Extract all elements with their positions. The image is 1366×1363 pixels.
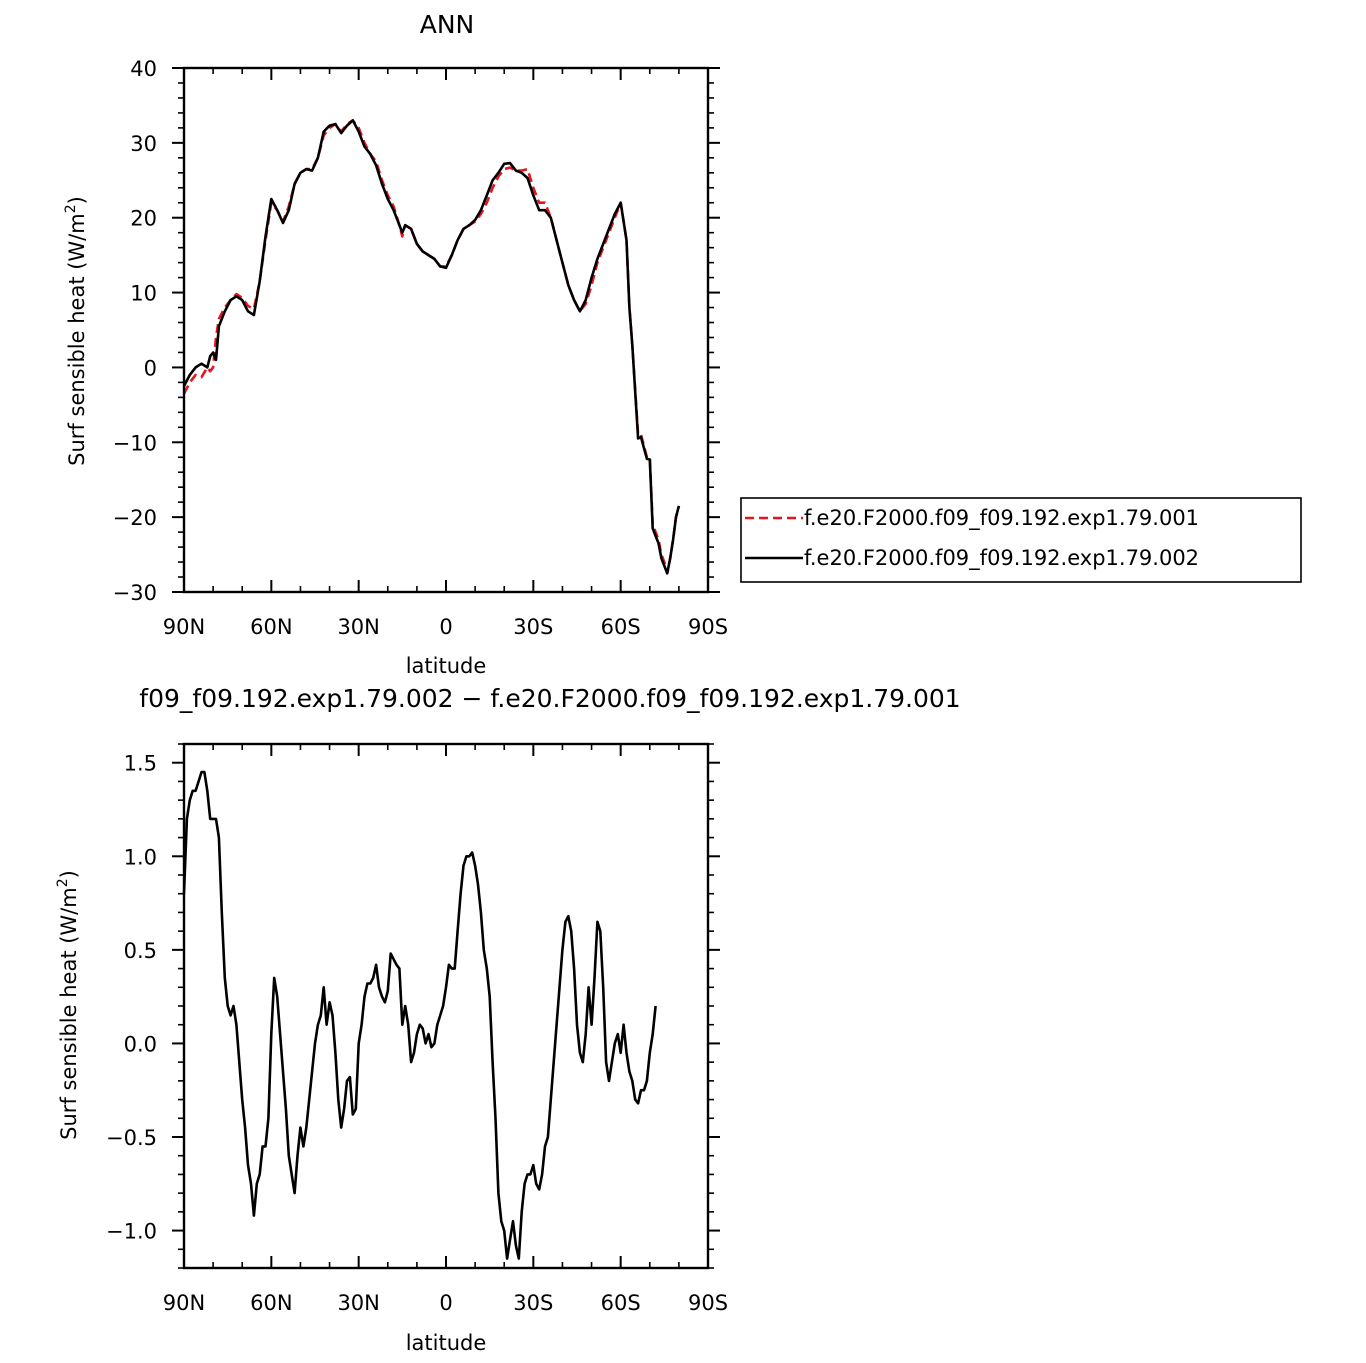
- bottom-y-label-superscript: 2: [55, 878, 71, 887]
- top-panel: ANN latitude Surf sensible heat (W/m2) 9…: [63, 10, 728, 678]
- top-ticks: [172, 67, 720, 593]
- top-x-tick-label: 30S: [513, 615, 553, 639]
- top-y-tick-label: 40: [130, 57, 157, 81]
- top-x-tick-label: 60S: [601, 615, 641, 639]
- bottom-x-tick-label: 60S: [601, 1291, 641, 1315]
- top-y-label-tail: ): [65, 196, 89, 204]
- bottom-y-tick-label: 1.0: [124, 845, 157, 869]
- top-x-tick-label: 30N: [337, 615, 379, 639]
- top-y-tick-label: −10: [113, 431, 157, 455]
- bottom-y-tick-label: 0.5: [124, 939, 157, 963]
- bottom-y-label-main: Surf sensible heat (W/m: [57, 887, 81, 1140]
- bottom-x-tick-label: 90N: [163, 1291, 205, 1315]
- top-chart-title: ANN: [420, 10, 475, 39]
- top-x-tick-label: 0: [439, 615, 452, 639]
- top-y-tick-label: 0: [144, 356, 157, 380]
- legend-label-series-002: f.e20.F2000.f09_f09.192.exp1.79.002: [804, 546, 1199, 571]
- bottom-chart-title: f09_f09.192.exp1.79.002 − f.e20.F2000.f0…: [139, 684, 960, 713]
- top-tick-labels: 90N 60N 30N 0 30S 60S 90S 40 30 20 10 0 −10 −20 −30: [113, 57, 728, 639]
- bottom-ticks: [172, 743, 720, 1269]
- legend-label-series-001: f.e20.F2000.f09_f09.192.exp1.79.001: [804, 506, 1199, 531]
- top-y-label-main: Surf sensible heat (W/m: [65, 213, 89, 466]
- bottom-x-axis-label: latitude: [406, 1331, 487, 1355]
- bottom-x-tick-label: 30S: [513, 1291, 553, 1315]
- top-y-tick-label: 30: [130, 132, 157, 156]
- bottom-y-label-tail: ): [57, 870, 81, 878]
- top-series-lines: [182, 119, 681, 575]
- top-y-tick-label: −20: [113, 506, 157, 530]
- top-series-line-0: [182, 119, 681, 575]
- top-y-tick-label: 10: [130, 282, 157, 306]
- bottom-tick-labels: 90N 60N 30N 0 30S 60S 90S 1.5 1.0 0.5 0.0 −0.5 −1.0: [106, 752, 728, 1315]
- top-y-label-superscript: 2: [63, 204, 79, 213]
- bottom-y-axis-label: Surf sensible heat (W/m2): [55, 870, 81, 1140]
- bottom-x-tick-label: 60N: [250, 1291, 292, 1315]
- top-x-tick-label: 90S: [688, 615, 728, 639]
- bottom-series-lines: [182, 770, 657, 1260]
- top-plot-frame: [182, 66, 710, 594]
- top-series-line-1: [182, 119, 681, 575]
- bottom-x-tick-label: 0: [439, 1291, 452, 1315]
- top-x-axis-label: latitude: [406, 654, 487, 678]
- bottom-y-tick-label: −1.0: [106, 1220, 157, 1244]
- legend-box: [740, 497, 1302, 583]
- top-y-tick-label: −30: [113, 581, 157, 605]
- bottom-y-tick-label: 1.5: [124, 752, 157, 776]
- top-x-tick-label: 90N: [163, 615, 205, 639]
- bottom-x-tick-label: 30N: [337, 1291, 379, 1315]
- top-x-tick-label: 60N: [250, 615, 292, 639]
- bottom-series-line-0: [182, 770, 657, 1260]
- bottom-x-tick-label: 90S: [688, 1291, 728, 1315]
- bottom-panel: f09_f09.192.exp1.79.002 − f.e20.F2000.f0…: [55, 684, 961, 1355]
- bottom-y-tick-label: 0.0: [124, 1032, 157, 1056]
- top-y-tick-label: 20: [130, 207, 157, 231]
- bottom-y-tick-label: −0.5: [106, 1126, 157, 1150]
- bottom-plot-frame: [182, 742, 710, 1270]
- top-y-axis-label: Surf sensible heat (W/m2): [63, 196, 89, 466]
- legend: f.e20.F2000.f09_f09.192.exp1.79.001 f.e2…: [740, 497, 1302, 583]
